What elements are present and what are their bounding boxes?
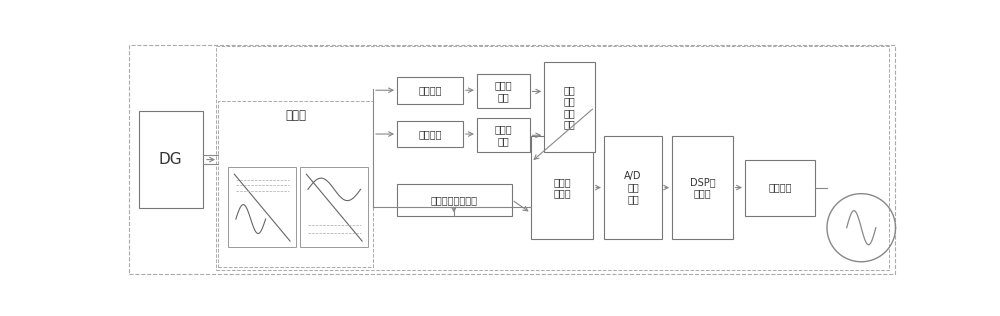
- Bar: [300, 167, 368, 247]
- Bar: [604, 137, 662, 239]
- Bar: [745, 160, 815, 216]
- Text: 电压传
感器: 电压传 感器: [494, 125, 512, 146]
- Bar: [139, 111, 202, 208]
- Text: 同步
信号
采样
电路: 同步 信号 采样 电路: [564, 85, 575, 130]
- Bar: [544, 62, 595, 152]
- Text: 变流器: 变流器: [285, 109, 306, 122]
- Text: 信号调
理电路: 信号调 理电路: [553, 177, 571, 198]
- Text: DG: DG: [159, 152, 183, 167]
- Bar: [397, 77, 463, 104]
- Text: 监视装置: 监视装置: [768, 183, 792, 192]
- Text: 电流信号: 电流信号: [418, 85, 442, 95]
- Text: 频率信号检测电路: 频率信号检测电路: [431, 195, 478, 205]
- Text: 电流传
感器: 电流传 感器: [494, 81, 512, 102]
- Text: A/D
转换
电路: A/D 转换 电路: [624, 171, 642, 204]
- Bar: [397, 184, 512, 216]
- Text: DSP控
制芯片: DSP控 制芯片: [690, 177, 715, 198]
- Bar: [228, 167, 296, 247]
- Bar: [216, 46, 889, 270]
- Bar: [477, 118, 530, 152]
- Bar: [218, 101, 373, 267]
- Bar: [397, 121, 463, 147]
- Text: 电压信号: 电压信号: [418, 129, 442, 139]
- Bar: [477, 75, 530, 108]
- Bar: [672, 137, 733, 239]
- Bar: [531, 137, 593, 239]
